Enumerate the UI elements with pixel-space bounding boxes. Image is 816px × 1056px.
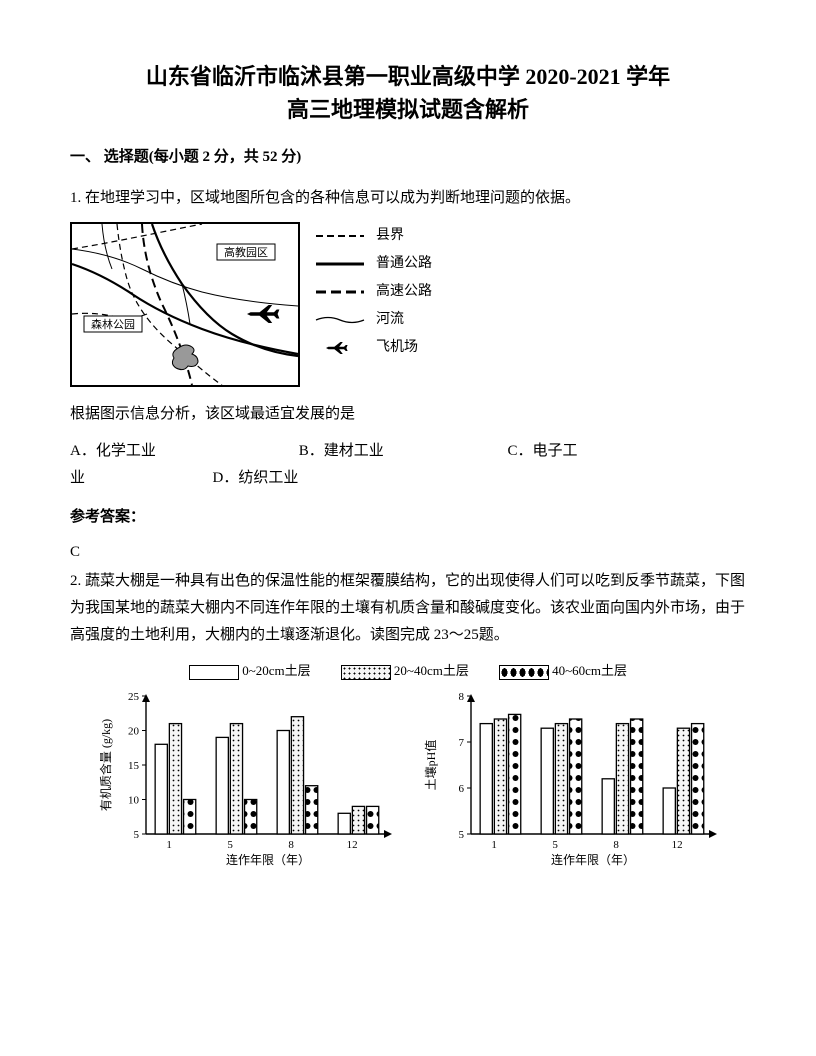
svg-text:8: 8 xyxy=(458,691,464,703)
q1-options: A．化学工业 B．建材工业 C．电子工 业 D．纺织工业 xyxy=(70,438,746,492)
q1-prompt: 根据图示信息分析，该区域最适宜发展的是 xyxy=(70,401,746,428)
legend-county-label: 县界 xyxy=(376,222,404,250)
map-and-legend: 森林公园 高教园区 县界 普通公路 高速公路 河流 飞机场 xyxy=(70,222,746,387)
chart-legend: 0~20cm土层 20~40cm土层 40~60cm土层 xyxy=(70,659,746,682)
svg-text:1: 1 xyxy=(491,839,497,851)
answer-heading: 参考答案： xyxy=(70,504,746,531)
legend-highway: 高速公路 xyxy=(314,278,432,306)
legend-county: 县界 xyxy=(314,222,432,250)
river-line xyxy=(102,224,112,269)
opt-c-cont: 业 xyxy=(70,470,85,486)
svg-text:5: 5 xyxy=(133,829,139,841)
legend-airport-label: 飞机场 xyxy=(376,334,418,362)
lake-shape xyxy=(172,345,198,370)
univ-label: 高教园区 xyxy=(224,245,268,259)
swatch-s1 xyxy=(189,665,239,680)
q1-answer: C xyxy=(70,539,746,566)
legend-highway-label: 高速公路 xyxy=(376,278,432,306)
legend-airport: 飞机场 xyxy=(314,334,432,362)
opt-b: B．建材工业 xyxy=(299,438,504,465)
county-line xyxy=(117,224,222,385)
title-line1: 山东省临沂市临沭县第一职业高级中学 2020-2021 学年 xyxy=(70,60,746,93)
region-map: 森林公园 高教园区 xyxy=(70,222,300,387)
ph-chart: 5 6 7 8 土壤pH值 1 5 8 12 连作年限（年） xyxy=(421,688,721,868)
svg-text:10: 10 xyxy=(128,795,140,807)
park-label: 森林公园 xyxy=(91,317,135,331)
svg-text:连作年限（年）: 连作年限（年） xyxy=(225,852,309,867)
title-line2: 高三地理模拟试题含解析 xyxy=(70,93,746,126)
county-line xyxy=(72,224,202,249)
legend-river: 河流 xyxy=(314,306,432,334)
opt-c: C．电子工 xyxy=(508,443,578,459)
swatch-s3 xyxy=(499,665,549,680)
svg-text:25: 25 xyxy=(128,691,140,703)
swatch-s2-label: 20~40cm土层 xyxy=(394,663,469,678)
opt-d: D．纺织工业 xyxy=(213,470,299,486)
swatch-s3-label: 40~60cm土层 xyxy=(552,663,627,678)
svg-text:5: 5 xyxy=(227,839,233,851)
q2-stem: 2. 蔬菜大棚是一种具有出色的保温性能的框架覆膜结构，它的出现使得人们可以吃到反… xyxy=(70,568,746,649)
map-svg: 森林公园 高教园区 xyxy=(72,224,298,385)
legend-road: 普通公路 xyxy=(314,250,432,278)
svg-text:20: 20 xyxy=(128,726,140,738)
airplane-icon xyxy=(247,305,279,323)
organic-matter-chart: 510152025有机质含量 (g/kg)15812连作年限（年） xyxy=(96,688,396,868)
svg-text:12: 12 xyxy=(671,839,682,851)
swatch-s1-label: 0~20cm土层 xyxy=(242,663,310,678)
q1-stem: 1. 在地理学习中，区域地图所包含的各种信息可以成为判断地理问题的依据。 xyxy=(70,185,746,212)
map-legend: 县界 普通公路 高速公路 河流 飞机场 xyxy=(314,222,432,362)
svg-text:8: 8 xyxy=(288,839,294,851)
svg-text:有机质含量 (g/kg): 有机质含量 (g/kg) xyxy=(98,719,113,811)
svg-text:8: 8 xyxy=(613,839,619,851)
svg-text:6: 6 xyxy=(458,783,464,795)
legend-road-label: 普通公路 xyxy=(376,250,432,278)
charts-row: 510152025有机质含量 (g/kg)15812连作年限（年） 5678土壤… xyxy=(70,688,746,868)
svg-text:1: 1 xyxy=(166,839,172,851)
section-heading: 一、 选择题(每小题 2 分，共 52 分) xyxy=(70,144,746,171)
page-title: 山东省临沂市临沭县第一职业高级中学 2020-2021 学年 高三地理模拟试题含… xyxy=(70,60,746,126)
opt-a: A．化学工业 xyxy=(70,438,295,465)
svg-text:15: 15 xyxy=(128,760,140,772)
svg-text:土壤pH值: 土壤pH值 xyxy=(423,740,438,791)
svg-text:5: 5 xyxy=(552,839,558,851)
legend-river-label: 河流 xyxy=(376,306,404,334)
swatch-s2 xyxy=(341,665,391,680)
svg-text:5: 5 xyxy=(458,829,464,841)
svg-text:12: 12 xyxy=(346,839,357,851)
svg-text:连作年限（年）: 连作年限（年） xyxy=(550,852,634,867)
svg-text:7: 7 xyxy=(458,737,464,749)
